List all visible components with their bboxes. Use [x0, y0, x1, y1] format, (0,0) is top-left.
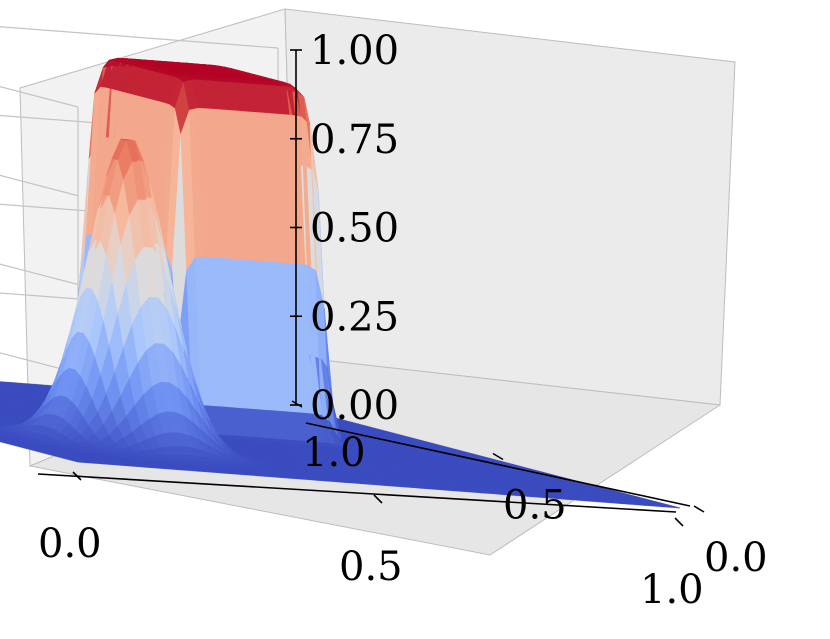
z-tick-label-0: 0.00: [310, 383, 399, 429]
grid-line-z-4: [0, 26, 279, 108]
grid-line-z-3: [0, 114, 279, 197]
surface: [0, 57, 681, 509]
x-tick-label-0: 0.0: [38, 521, 102, 567]
x-tick-label-1: 0.5: [339, 544, 403, 590]
x-tick-2: [674, 517, 684, 527]
y-tick-label-1: 0.5: [503, 483, 567, 529]
grid-line-z-2: [0, 203, 279, 286]
x-tick-label-2: 1.0: [640, 567, 704, 613]
z-tick-label-1: 0.25: [310, 294, 399, 340]
y-tick-0: [693, 505, 705, 513]
z-tick-label-2: 0.50: [310, 206, 399, 252]
y-tick-label-2: 1.0: [302, 430, 366, 476]
z-tick-label-3: 0.75: [310, 117, 399, 163]
grid-line-z-1: [0, 292, 279, 374]
z-tick-label-4: 1.00: [310, 28, 399, 74]
y-tick-label-0: 0.0: [704, 535, 768, 581]
